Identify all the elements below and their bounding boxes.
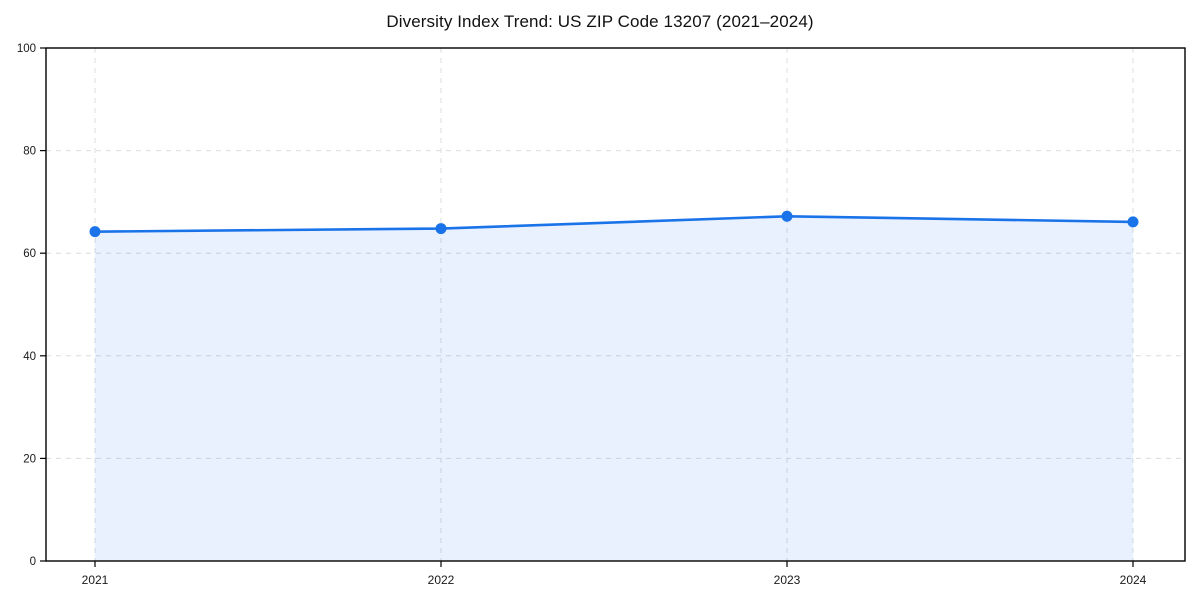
plot-border (45, 47, 1186, 562)
x-tick-label: 2021 (82, 573, 109, 587)
x-tick-label: 2023 (774, 573, 801, 587)
y-tick-label: 20 (23, 453, 36, 465)
y-tick-label: 80 (23, 146, 36, 158)
data-point-2024 (1127, 216, 1139, 228)
y-tick-label: 40 (23, 351, 36, 363)
y-tick-label: 60 (23, 248, 36, 260)
data-point-2021 (89, 226, 101, 238)
x-tick-label: 2022 (428, 573, 455, 587)
area-fill (95, 216, 1133, 561)
chart-title: Diversity Index Trend: US ZIP Code 13207… (386, 12, 814, 31)
y-tick-label: 0 (30, 556, 36, 568)
x-tick-label: 2024 (1120, 573, 1147, 587)
data-point-2023 (781, 210, 793, 222)
data-point-2022 (435, 223, 447, 235)
trend-line (93, 214, 1135, 233)
y-tick-label: 100 (17, 43, 36, 55)
